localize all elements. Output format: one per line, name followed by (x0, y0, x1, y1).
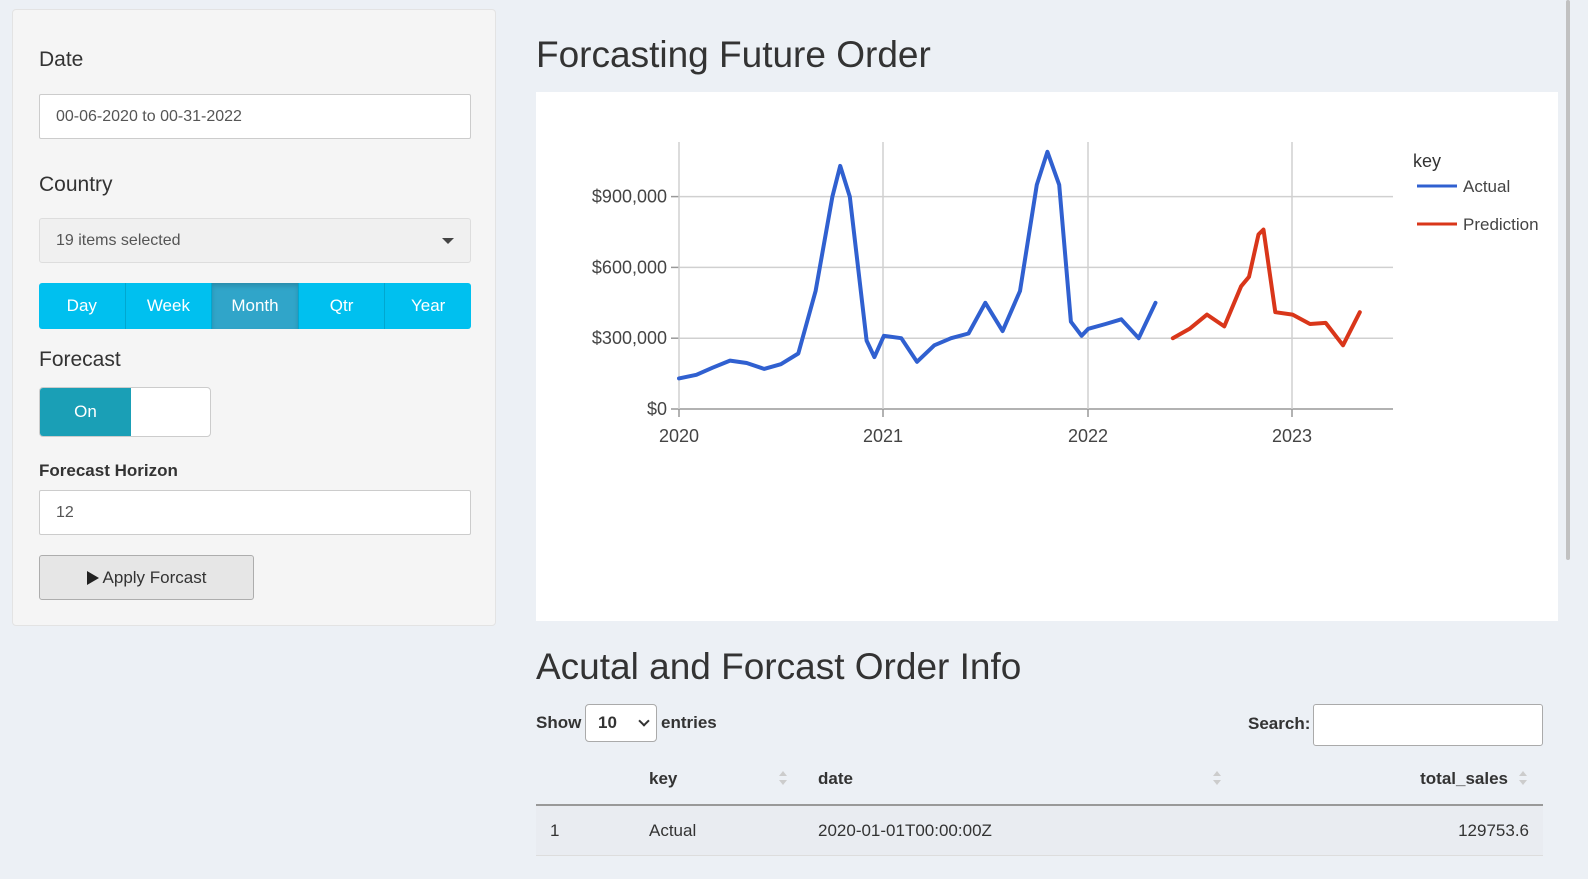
period-month-button[interactable]: Month (212, 283, 299, 329)
table-header: key date total_sales (536, 752, 1543, 806)
column-header-date[interactable]: date (818, 769, 853, 788)
entries-label: entries (661, 713, 717, 732)
row-key: Actual (649, 821, 697, 840)
date-range-input[interactable]: 00-06-2020 to 00-31-2022 (39, 94, 471, 139)
period-button-group: Day Week Month Qtr Year (39, 283, 471, 329)
forecast-label: Forecast (39, 348, 121, 371)
column-header-key[interactable]: key (649, 769, 678, 788)
legend-title: key (1413, 151, 1441, 171)
date-label: Date (39, 48, 84, 71)
y-tick-label: $0 (647, 399, 667, 419)
sort-icon[interactable] (1518, 769, 1528, 787)
forecast-horizon-input[interactable]: 12 (39, 490, 471, 535)
country-label: Country (39, 173, 113, 196)
period-week-button[interactable]: Week (125, 283, 213, 329)
forecast-chart-svg: $0 $300,000 $600,000 $900,000 2020 2021 2022 20… (592, 142, 1539, 446)
forecast-horizon-label: Forecast Horizon (39, 461, 178, 480)
apply-forecast-label: Apply Forcast (102, 567, 207, 587)
chart-title: Forcasting Future Order (536, 34, 931, 75)
row-total-sales: 129753.6 (1458, 821, 1529, 840)
row-date: 2020-01-01T00:00:00Z (818, 821, 992, 840)
row-index: 1 (550, 821, 560, 840)
legend-label: Prediction (1463, 215, 1539, 234)
table-row: 1 Actual 2020-01-01T00:00:00Z 129753.6 (536, 806, 1543, 856)
chevron-down-icon (638, 715, 650, 727)
x-tick-label: 2020 (659, 426, 699, 446)
country-select[interactable]: 19 items selected (39, 218, 471, 263)
entries-select-value: 10 (598, 713, 617, 732)
filter-sidebar: Date 00-06-2020 to 00-31-2022 Country 19… (12, 9, 496, 626)
forecast-toggle-on: On (40, 388, 131, 436)
chevron-down-icon (442, 238, 454, 244)
x-tick-label: 2022 (1068, 426, 1108, 446)
y-tick-label: $900,000 (592, 187, 667, 207)
column-header-total-sales[interactable]: total_sales (1420, 769, 1508, 788)
play-icon (86, 570, 99, 585)
sort-icon[interactable] (778, 769, 788, 787)
search-label: Search: (1248, 714, 1311, 733)
period-day-button[interactable]: Day (39, 283, 126, 329)
sort-icon[interactable] (1212, 769, 1222, 787)
period-year-button[interactable]: Year (385, 283, 471, 329)
y-tick-label: $600,000 (592, 257, 667, 277)
period-qtr-button[interactable]: Qtr (298, 283, 386, 329)
y-tick-label: $300,000 (592, 328, 667, 348)
legend-label: Actual (1463, 177, 1510, 196)
series-line-prediction (1170, 227, 1362, 348)
show-label: Show (536, 713, 582, 732)
table-title: Acutal and Forcast Order Info (536, 646, 1022, 687)
apply-forecast-button[interactable]: Apply Forcast (39, 555, 254, 600)
search-input[interactable] (1313, 704, 1543, 746)
series-line-actual (677, 149, 1158, 381)
x-tick-label: 2021 (863, 426, 903, 446)
forecast-toggle[interactable]: On (39, 387, 211, 437)
page-scrollbar[interactable] (1566, 0, 1570, 560)
x-tick-label: 2023 (1272, 426, 1312, 446)
forecast-chart: $0 $300,000 $600,000 $900,000 2020 2021 2022 20… (536, 92, 1558, 621)
country-select-value: 19 items selected (56, 232, 181, 249)
entries-select[interactable]: 10 (585, 704, 657, 742)
